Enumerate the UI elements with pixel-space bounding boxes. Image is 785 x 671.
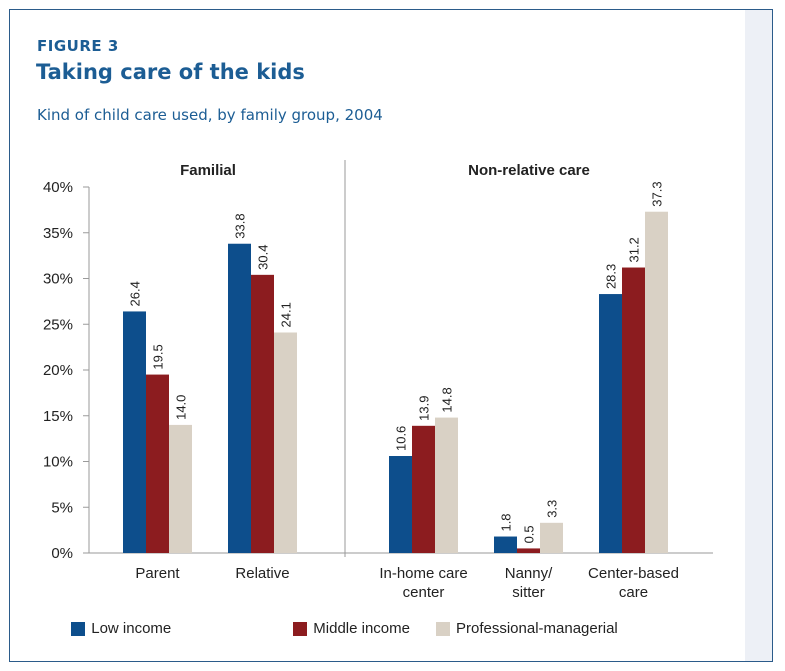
- y-tick-label: 0%: [51, 545, 73, 562]
- legend-swatch-middle-income: [293, 621, 308, 636]
- bar: [599, 294, 622, 553]
- bar: [517, 548, 540, 553]
- bar: [228, 243, 251, 554]
- data-label: 28.3: [604, 264, 619, 289]
- data-label: 37.3: [650, 181, 665, 206]
- x-tick-label: Nanny/: [505, 565, 553, 582]
- data-label: 31.2: [627, 237, 642, 262]
- x-tick-label: care: [619, 584, 648, 601]
- y-tick-label: 25%: [43, 316, 73, 333]
- legend-label: Low income: [91, 620, 172, 637]
- y-tick-label: 10%: [43, 454, 73, 471]
- data-label: 13.9: [417, 396, 432, 421]
- bar: [540, 522, 563, 553]
- y-tick-label: 20%: [43, 362, 73, 379]
- bar: [169, 424, 192, 553]
- legend-swatch-professional-managerial: [436, 621, 450, 636]
- legend-item-middle-income: Middle income: [293, 620, 410, 637]
- x-tick-label: sitter: [512, 584, 545, 601]
- data-label: 33.8: [233, 213, 248, 238]
- panel-label-familial: Familial: [180, 162, 236, 179]
- bar: [123, 311, 146, 553]
- bar: [274, 332, 297, 553]
- x-tick-label: Relative: [235, 565, 289, 582]
- bar: [251, 274, 274, 553]
- bar: [435, 417, 458, 553]
- data-label: 3.3: [545, 500, 560, 518]
- bar: [622, 267, 645, 553]
- y-tick-label: 15%: [43, 408, 73, 425]
- data-label: 14.8: [440, 387, 455, 412]
- data-label: 24.1: [279, 302, 294, 327]
- bar: [412, 425, 435, 553]
- chart-legend: Low income Middle income Professional-ma…: [0, 620, 785, 637]
- data-label: 0.5: [522, 525, 537, 543]
- legend-swatch-low-income: [71, 621, 86, 636]
- legend-label: Middle income: [313, 620, 410, 637]
- figure-label: FIGURE 3: [37, 37, 119, 55]
- legend-label: Professional-managerial: [456, 620, 618, 637]
- bar: [494, 536, 517, 553]
- x-tick-label: Center-based: [588, 565, 679, 582]
- x-tick-label: center: [403, 584, 445, 601]
- y-tick-label: 30%: [43, 271, 73, 288]
- data-label: 1.8: [499, 513, 514, 531]
- y-tick-label: 5%: [51, 499, 73, 516]
- legend-item-low-income: Low income: [71, 620, 171, 637]
- data-label: 10.6: [394, 426, 409, 451]
- data-label: 19.5: [151, 344, 166, 369]
- bar: [389, 456, 412, 553]
- panel-label-non-relative-care: Non-relative care: [468, 162, 590, 179]
- data-label: 26.4: [128, 281, 143, 306]
- y-tick-label: 40%: [43, 179, 73, 196]
- x-tick-label: Parent: [135, 565, 180, 582]
- bar: [645, 211, 668, 553]
- figure-subtitle: Kind of child care used, by family group…: [37, 106, 383, 124]
- data-label: 30.4: [256, 245, 271, 270]
- legend-item-professional-managerial: Professional-managerial: [436, 620, 618, 637]
- x-tick-label: In-home care: [379, 565, 467, 582]
- side-panel: [745, 10, 772, 661]
- figure-title: Taking care of the kids: [36, 60, 305, 84]
- bar: [146, 374, 169, 553]
- data-label: 14.0: [174, 395, 189, 420]
- y-tick-label: 35%: [43, 225, 73, 242]
